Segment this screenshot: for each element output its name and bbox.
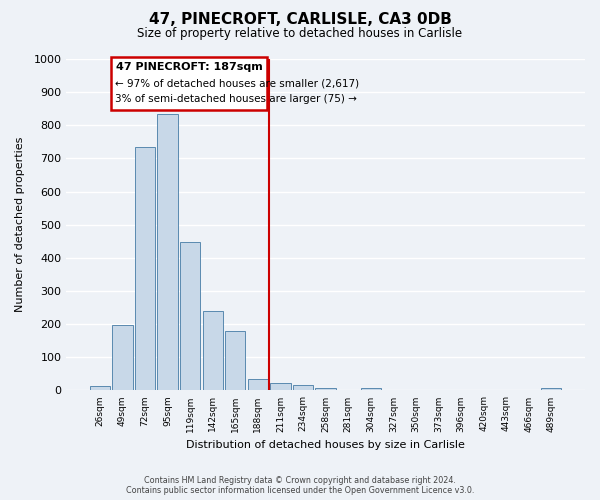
Text: Contains public sector information licensed under the Open Government Licence v3: Contains public sector information licen… (126, 486, 474, 495)
Bar (248, 380, 268, 390)
Bar (90, 386, 110, 390)
Text: ← 97% of detached houses are smaller (2,617): ← 97% of detached houses are smaller (2,… (115, 79, 359, 89)
Bar (316, 388, 336, 390)
Bar (112, 325, 133, 390)
FancyBboxPatch shape (111, 58, 267, 110)
Bar (135, 148, 155, 390)
Text: Contains HM Land Registry data © Crown copyright and database right 2024.: Contains HM Land Registry data © Crown c… (144, 476, 456, 485)
Bar (225, 332, 245, 390)
X-axis label: Distribution of detached houses by size in Carlisle: Distribution of detached houses by size … (186, 440, 465, 450)
Text: 47 PINECROFT: 187sqm: 47 PINECROFT: 187sqm (116, 62, 262, 72)
Bar (293, 385, 313, 390)
Bar (180, 242, 200, 390)
Text: Size of property relative to detached houses in Carlisle: Size of property relative to detached ho… (137, 28, 463, 40)
Text: 3% of semi-detached houses are larger (75) →: 3% of semi-detached houses are larger (7… (115, 94, 356, 104)
Bar (361, 388, 381, 390)
Bar (271, 383, 290, 390)
Bar (203, 311, 223, 390)
Bar (541, 388, 562, 390)
Text: 47, PINECROFT, CARLISLE, CA3 0DB: 47, PINECROFT, CARLISLE, CA3 0DB (149, 12, 451, 28)
Y-axis label: Number of detached properties: Number of detached properties (15, 137, 25, 312)
Bar (157, 114, 178, 390)
